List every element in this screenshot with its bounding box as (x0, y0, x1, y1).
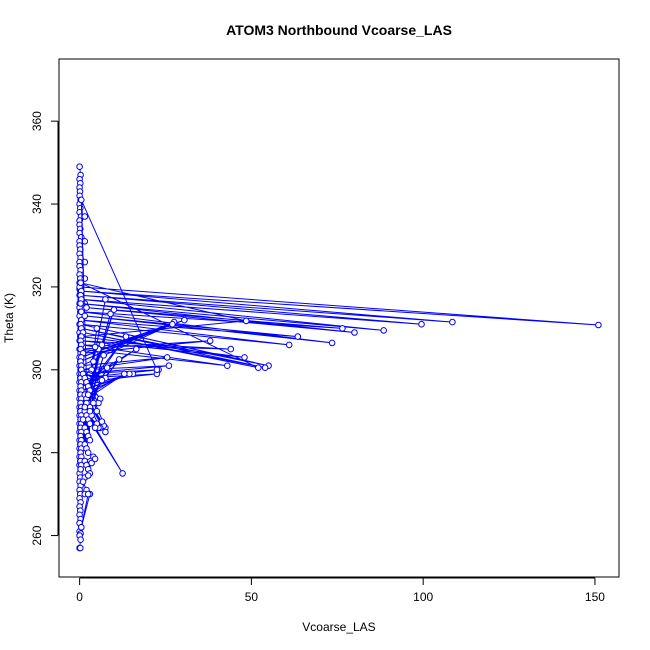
data-point (339, 325, 346, 332)
data-point (206, 337, 214, 345)
y-tick-label: 280 (30, 442, 44, 462)
data-point (133, 345, 140, 353)
series-layer (76, 163, 602, 552)
plot-frame (58, 58, 620, 578)
series-3 (78, 366, 109, 531)
chart-title: ATOM3 Northbound Vcoarse_LAS (226, 22, 452, 38)
data-point (351, 329, 358, 336)
x-tick-label: 100 (413, 590, 433, 604)
data-point (90, 399, 97, 407)
data-point (98, 376, 106, 384)
data-point (254, 364, 262, 372)
data-point (261, 364, 269, 372)
data-point (294, 333, 302, 340)
data-point (165, 362, 173, 370)
data-point (595, 321, 602, 329)
data-point (79, 416, 87, 423)
data-point (115, 356, 123, 363)
data-point (380, 327, 388, 334)
data-point (84, 391, 92, 399)
data-point (84, 449, 92, 457)
data-point (84, 472, 92, 479)
data-point (78, 196, 85, 204)
data-point (100, 352, 107, 359)
data-point (81, 403, 89, 411)
data-point (76, 163, 83, 170)
data-point (119, 470, 126, 477)
data-point (328, 339, 336, 347)
data-point (449, 318, 456, 326)
x-tick-label: 0 (76, 590, 83, 604)
x-axis: 0 50 100 150 (76, 577, 605, 604)
data-point (121, 370, 128, 378)
y-axis-label: Theta (K) (2, 293, 16, 343)
data-point (107, 310, 114, 318)
data-point (77, 536, 84, 544)
data-point (169, 320, 176, 328)
y-tick-label: 300 (30, 359, 44, 379)
data-point (93, 325, 101, 332)
y-tick-label: 260 (30, 525, 44, 545)
data-point (93, 407, 101, 415)
data-point (81, 312, 89, 320)
y-tick-label: 360 (30, 111, 44, 131)
y-axis: 260 280 300 320 340 360 (30, 111, 59, 546)
data-point (102, 428, 109, 436)
data-point (78, 308, 85, 316)
x-axis-label: Vcoarse_LAS (302, 620, 375, 634)
data-point (79, 478, 87, 486)
x-tick-label: 50 (245, 590, 259, 604)
data-point (91, 424, 99, 432)
data-point (83, 304, 90, 311)
data-point (242, 317, 250, 325)
data-point (227, 345, 235, 353)
data-point (103, 364, 111, 372)
series-2 (76, 196, 602, 477)
data-point (163, 354, 171, 361)
data-point (77, 544, 84, 552)
data-point (122, 333, 130, 340)
data-point (86, 420, 94, 428)
data-point (77, 466, 84, 473)
data-point (102, 296, 109, 303)
data-point (77, 300, 84, 307)
y-tick-label: 320 (30, 277, 44, 297)
data-point (418, 320, 425, 328)
data-point (181, 316, 188, 324)
data-point (241, 354, 248, 361)
data-point (224, 362, 231, 370)
data-point (285, 341, 293, 349)
data-point (91, 455, 99, 463)
data-point (84, 490, 92, 498)
data-point (98, 341, 106, 349)
data-point (110, 306, 118, 314)
data-point (81, 213, 89, 220)
y-tick-label: 340 (30, 194, 44, 214)
data-point (91, 343, 99, 351)
data-point (153, 366, 161, 374)
data-point (90, 358, 97, 365)
data-point (86, 407, 94, 415)
data-point (78, 524, 85, 531)
data-point (86, 436, 94, 444)
x-tick-label: 150 (585, 590, 605, 604)
data-point (77, 279, 84, 287)
